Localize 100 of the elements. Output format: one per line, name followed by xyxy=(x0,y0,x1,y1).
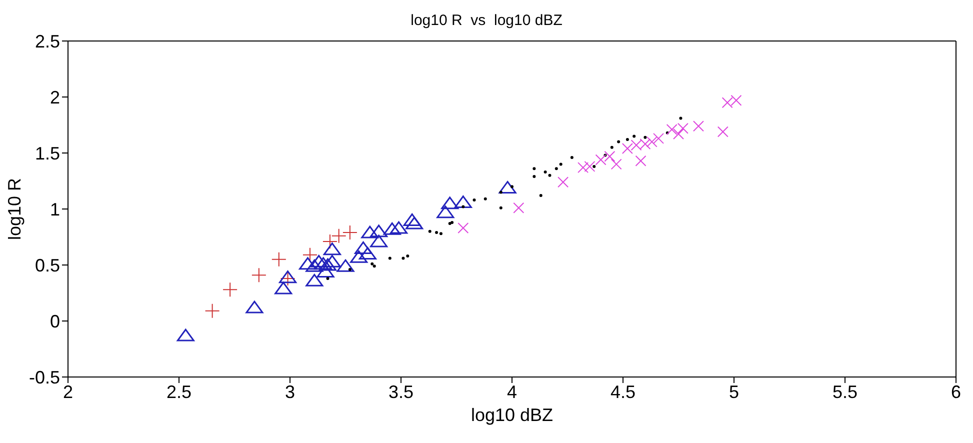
y-tick-label: 1 xyxy=(50,199,60,220)
point xyxy=(441,196,459,210)
point xyxy=(279,270,297,284)
point xyxy=(462,205,465,208)
point xyxy=(454,196,472,208)
point xyxy=(717,126,728,138)
point xyxy=(610,146,614,149)
point xyxy=(403,213,421,226)
point xyxy=(323,242,341,256)
point xyxy=(306,259,324,272)
point xyxy=(402,256,405,260)
point xyxy=(679,116,682,120)
point xyxy=(370,224,388,238)
point xyxy=(626,138,629,142)
point xyxy=(592,164,596,168)
point xyxy=(570,156,574,159)
point xyxy=(673,128,684,140)
point xyxy=(383,222,401,235)
point xyxy=(513,202,524,214)
point xyxy=(306,274,324,286)
point xyxy=(610,158,622,170)
x-tick-label: 2 xyxy=(62,382,74,402)
point xyxy=(331,228,346,244)
point xyxy=(499,206,502,210)
point xyxy=(472,198,476,202)
point xyxy=(358,247,376,260)
point xyxy=(635,155,646,166)
point xyxy=(342,225,358,240)
x-tick-label: 5.5 xyxy=(832,382,858,402)
point xyxy=(458,222,469,234)
point xyxy=(498,180,516,194)
y-tick-label: 0.5 xyxy=(34,255,60,276)
point xyxy=(390,221,408,234)
point xyxy=(558,176,569,188)
x-tick-label: 4.5 xyxy=(610,382,636,402)
point xyxy=(222,282,238,298)
point xyxy=(484,197,487,200)
point xyxy=(406,216,424,230)
x-tick-label: 2.5 xyxy=(166,382,192,402)
point xyxy=(532,175,536,178)
point xyxy=(336,259,354,272)
point xyxy=(370,262,374,266)
y-tick-label: 2 xyxy=(50,87,60,108)
x-tick-label: 3 xyxy=(284,382,296,402)
point xyxy=(310,254,328,268)
point xyxy=(559,162,562,166)
point xyxy=(271,252,286,267)
point xyxy=(251,268,266,283)
y-tick-label: 1.5 xyxy=(34,143,60,164)
point xyxy=(326,276,330,280)
y-tick-label: 0 xyxy=(50,311,60,332)
point xyxy=(314,257,332,270)
point xyxy=(450,220,454,224)
point xyxy=(622,143,633,154)
point xyxy=(554,167,558,170)
point xyxy=(595,154,606,166)
point xyxy=(578,162,589,174)
point xyxy=(323,254,341,268)
point xyxy=(532,167,536,170)
point xyxy=(406,254,410,258)
point xyxy=(499,190,502,194)
point xyxy=(354,241,372,254)
point xyxy=(653,132,664,144)
y-tick-label: -0.5 xyxy=(28,367,60,388)
point xyxy=(692,120,704,132)
x-tick-label: 6 xyxy=(950,382,962,402)
point xyxy=(644,136,647,139)
point xyxy=(435,231,438,234)
point xyxy=(388,256,392,260)
point xyxy=(280,270,296,286)
point xyxy=(548,174,552,177)
point xyxy=(439,232,442,236)
x-tick-label: 4 xyxy=(506,382,518,402)
point xyxy=(436,206,454,218)
point xyxy=(302,247,318,262)
chart-title: log10 R vs log10 dBZ xyxy=(410,12,564,29)
point xyxy=(246,300,264,314)
point xyxy=(539,194,542,198)
point xyxy=(646,136,658,148)
point xyxy=(370,234,388,248)
point xyxy=(584,160,596,172)
point xyxy=(361,226,379,238)
point xyxy=(632,134,636,138)
x-tick-label: 3.5 xyxy=(388,382,414,402)
x-tick-label: 5 xyxy=(728,382,740,402)
point xyxy=(176,328,194,342)
point xyxy=(350,250,368,263)
point xyxy=(510,185,514,188)
x-axis-title: log10 dBZ xyxy=(470,405,554,425)
y-tick-label: 2.5 xyxy=(34,31,60,52)
point xyxy=(204,303,220,318)
point xyxy=(428,230,432,233)
point xyxy=(274,282,292,294)
point xyxy=(604,150,616,162)
point xyxy=(318,258,336,271)
point xyxy=(617,140,620,144)
point xyxy=(372,264,376,268)
point xyxy=(348,268,352,271)
point xyxy=(299,257,317,270)
point xyxy=(544,170,547,174)
